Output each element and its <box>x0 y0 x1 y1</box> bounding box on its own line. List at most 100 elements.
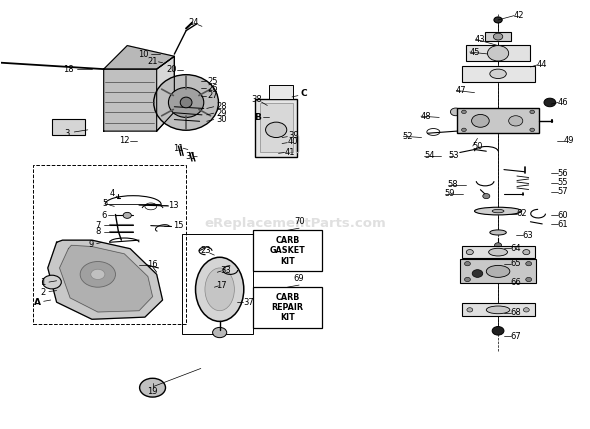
Text: 31: 31 <box>185 152 195 161</box>
Ellipse shape <box>169 88 204 118</box>
Circle shape <box>80 262 116 287</box>
Text: 18: 18 <box>63 65 74 74</box>
Text: 4: 4 <box>110 190 115 199</box>
Ellipse shape <box>492 209 504 213</box>
Text: 17: 17 <box>216 281 227 290</box>
Text: 49: 49 <box>563 136 574 145</box>
Text: 62: 62 <box>516 209 527 218</box>
Text: C: C <box>300 89 307 98</box>
Circle shape <box>461 128 466 132</box>
Circle shape <box>544 98 556 107</box>
Text: 50: 50 <box>472 142 483 151</box>
Text: 45: 45 <box>469 48 480 57</box>
Text: 23: 23 <box>200 246 211 255</box>
Bar <box>460 260 536 283</box>
Bar <box>182 234 253 334</box>
Text: 28: 28 <box>216 102 227 111</box>
Ellipse shape <box>490 69 506 79</box>
Text: 56: 56 <box>558 169 568 178</box>
Text: 6: 6 <box>101 211 106 220</box>
Text: 20: 20 <box>166 66 176 75</box>
Ellipse shape <box>180 97 192 108</box>
Circle shape <box>492 326 504 335</box>
Circle shape <box>464 278 470 281</box>
Bar <box>457 109 539 133</box>
Text: 44: 44 <box>537 60 548 69</box>
Ellipse shape <box>195 257 244 321</box>
Text: 40: 40 <box>288 137 299 146</box>
Circle shape <box>464 262 470 266</box>
Polygon shape <box>48 240 163 319</box>
Text: 46: 46 <box>558 98 568 107</box>
Text: 21: 21 <box>148 57 158 66</box>
Ellipse shape <box>474 207 522 215</box>
Text: 55: 55 <box>558 178 568 187</box>
Text: CARB
GASKET
KIT: CARB GASKET KIT <box>270 236 305 266</box>
Text: 47: 47 <box>455 86 466 95</box>
Text: 65: 65 <box>510 259 521 268</box>
Text: 61: 61 <box>558 220 568 229</box>
Text: 58: 58 <box>447 180 458 189</box>
Text: 60: 60 <box>558 211 568 220</box>
Text: 66: 66 <box>510 278 521 287</box>
Text: 41: 41 <box>285 148 296 157</box>
Circle shape <box>91 269 105 280</box>
Text: 38: 38 <box>251 94 262 103</box>
Bar <box>461 66 535 82</box>
Text: 5: 5 <box>102 199 107 208</box>
Text: 12: 12 <box>119 136 130 145</box>
Circle shape <box>212 327 227 338</box>
Text: 59: 59 <box>444 190 454 199</box>
Circle shape <box>526 262 532 266</box>
Text: 27: 27 <box>207 91 218 100</box>
Text: 24: 24 <box>189 18 199 27</box>
Circle shape <box>471 115 489 127</box>
Bar <box>33 165 186 323</box>
Polygon shape <box>157 56 174 131</box>
Bar <box>461 246 535 258</box>
Bar <box>253 287 322 328</box>
Text: 7: 7 <box>96 221 101 230</box>
Circle shape <box>494 17 502 23</box>
Text: 68: 68 <box>510 308 521 317</box>
Circle shape <box>523 250 530 255</box>
Text: 9: 9 <box>88 240 93 249</box>
Circle shape <box>140 378 166 397</box>
Text: 33: 33 <box>220 266 231 275</box>
Ellipse shape <box>205 268 234 311</box>
Circle shape <box>523 308 529 312</box>
Text: 1: 1 <box>41 278 45 287</box>
Circle shape <box>466 250 473 255</box>
Text: 57: 57 <box>558 187 568 196</box>
Text: 67: 67 <box>510 332 521 341</box>
Circle shape <box>493 33 503 40</box>
Text: 30: 30 <box>216 115 227 124</box>
Circle shape <box>526 278 532 281</box>
Circle shape <box>509 116 523 126</box>
Ellipse shape <box>486 306 510 314</box>
Bar <box>260 103 293 152</box>
Text: B: B <box>254 112 261 121</box>
Text: 16: 16 <box>148 260 158 269</box>
Circle shape <box>483 193 490 199</box>
Bar <box>485 32 511 41</box>
Ellipse shape <box>154 75 218 130</box>
Text: 69: 69 <box>294 274 304 283</box>
Text: 52: 52 <box>403 132 413 141</box>
Circle shape <box>266 122 287 138</box>
Ellipse shape <box>486 266 510 278</box>
Text: 11: 11 <box>173 144 183 153</box>
Polygon shape <box>60 245 153 312</box>
Text: 2: 2 <box>41 288 45 297</box>
Text: 37: 37 <box>244 298 254 307</box>
Bar <box>268 85 293 99</box>
Text: 15: 15 <box>173 221 183 230</box>
Circle shape <box>530 128 535 132</box>
Text: 63: 63 <box>522 230 533 239</box>
Text: 39: 39 <box>288 131 299 140</box>
Circle shape <box>530 110 535 114</box>
Circle shape <box>494 243 501 248</box>
Text: 64: 64 <box>510 244 521 253</box>
Text: 42: 42 <box>513 11 524 20</box>
Bar <box>466 45 530 61</box>
